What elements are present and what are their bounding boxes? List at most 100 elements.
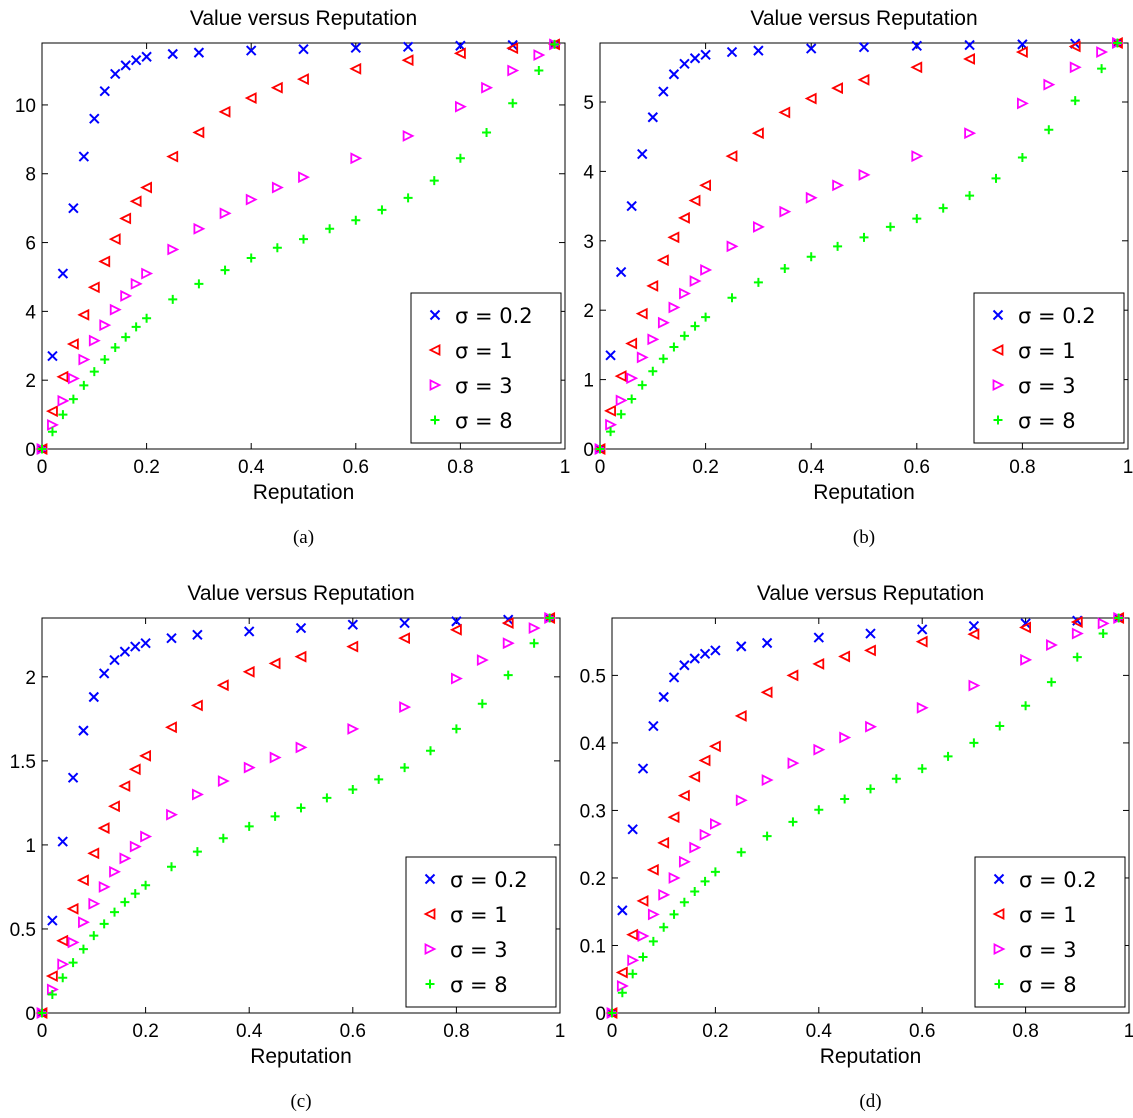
legend-label: σ = 1	[1019, 903, 1077, 927]
data-point	[780, 264, 790, 274]
data-point	[679, 331, 689, 341]
data-point	[455, 100, 467, 113]
data-point	[917, 764, 927, 774]
data-point	[216, 679, 229, 692]
plot-area-frame	[41, 42, 566, 450]
data-point	[668, 672, 680, 683]
data-point	[1019, 621, 1031, 634]
data-point	[322, 793, 332, 803]
legend-marker	[993, 943, 1006, 955]
data-point	[270, 811, 280, 821]
x-tick-label: 0.6	[904, 457, 930, 478]
data-point	[295, 741, 308, 754]
data-point	[141, 267, 154, 280]
data-point	[1044, 125, 1054, 135]
data-point	[98, 668, 110, 679]
data-point	[865, 628, 876, 639]
data-point	[636, 894, 649, 907]
data-point	[788, 817, 798, 827]
y-tick-label: 4	[583, 162, 594, 183]
data-point	[668, 301, 681, 314]
data-point	[296, 73, 309, 86]
data-point	[348, 784, 358, 794]
data-point	[689, 275, 702, 288]
data-point	[506, 42, 519, 55]
data-point	[736, 641, 747, 652]
x-tick-label: 0	[37, 457, 48, 478]
data-point	[858, 41, 870, 53]
data-point	[88, 691, 100, 703]
legend-label: σ = 0.2	[1018, 304, 1096, 328]
data-point	[1112, 38, 1122, 48]
y-tick-label: 10	[15, 96, 36, 117]
data-point	[402, 41, 414, 52]
data-point	[347, 722, 360, 735]
data-point	[753, 277, 763, 287]
data-point	[192, 788, 204, 801]
x-tick-label: 1	[555, 1021, 566, 1042]
data-point	[167, 48, 178, 60]
x-tick-label: 0	[595, 457, 606, 478]
legend-marker	[994, 979, 1004, 989]
chart-panel-c: Value versus Reputation 0 0.2 0.4 0.6 0.8 1 0 0.…	[10, 582, 566, 1112]
data-point	[667, 231, 680, 244]
data-point	[734, 709, 747, 722]
data-point	[218, 833, 228, 843]
data-point	[192, 126, 205, 139]
data-point	[1020, 653, 1033, 666]
y-tick-label: 2	[25, 371, 36, 392]
data-point	[668, 69, 680, 80]
data-point	[700, 876, 710, 886]
data-point	[400, 763, 410, 773]
data-point	[617, 988, 627, 998]
x-tick-label: 1	[1124, 1021, 1133, 1042]
data-point	[168, 294, 178, 304]
data-point	[690, 321, 700, 331]
data-point	[1096, 46, 1109, 58]
panel-caption: (b)	[853, 527, 875, 548]
x-axis-label: Reputation	[250, 1045, 352, 1068]
data-point	[78, 944, 88, 954]
data-point	[606, 427, 616, 437]
data-point	[244, 821, 254, 831]
plot-area-frame	[599, 42, 1129, 450]
plot-area-frame	[611, 617, 1130, 1014]
y-tick-label: 5	[583, 93, 594, 114]
data-point	[482, 127, 492, 137]
legend-label: σ = 1	[450, 903, 508, 927]
data-point	[243, 626, 255, 637]
data-point	[57, 836, 68, 847]
data-point	[451, 672, 463, 685]
data-point	[863, 644, 876, 657]
data-point	[37, 444, 47, 454]
legend-marker	[992, 309, 1004, 321]
data-point	[885, 222, 895, 232]
data-point	[832, 179, 845, 192]
data-point	[121, 332, 131, 342]
data-point	[968, 620, 980, 632]
panel-caption: (c)	[290, 1091, 311, 1112]
x-axis-label: Reputation	[820, 1045, 922, 1068]
data-point	[58, 410, 68, 420]
data-point	[99, 319, 112, 332]
y-tick-label: 0	[25, 440, 36, 461]
legend-marker	[424, 943, 437, 955]
data-point	[1068, 40, 1081, 53]
data-point	[455, 153, 465, 163]
data-point	[529, 638, 539, 648]
legend-label: σ = 3	[450, 938, 508, 962]
legend-box	[410, 292, 562, 444]
data-point	[190, 699, 203, 712]
x-tick-label: 0	[607, 1021, 618, 1042]
legend: σ = 0.2 σ = 1 σ = 3 σ = 8	[973, 292, 1125, 444]
y-tick-label: 2	[25, 668, 36, 689]
data-point	[1098, 629, 1108, 639]
data-point	[943, 751, 953, 761]
data-point	[56, 934, 69, 947]
data-point	[658, 354, 668, 364]
data-point	[139, 749, 151, 762]
legend-label: σ = 1	[1018, 339, 1076, 363]
data-point	[647, 908, 660, 921]
data-point	[401, 54, 414, 67]
data-point	[270, 81, 283, 94]
